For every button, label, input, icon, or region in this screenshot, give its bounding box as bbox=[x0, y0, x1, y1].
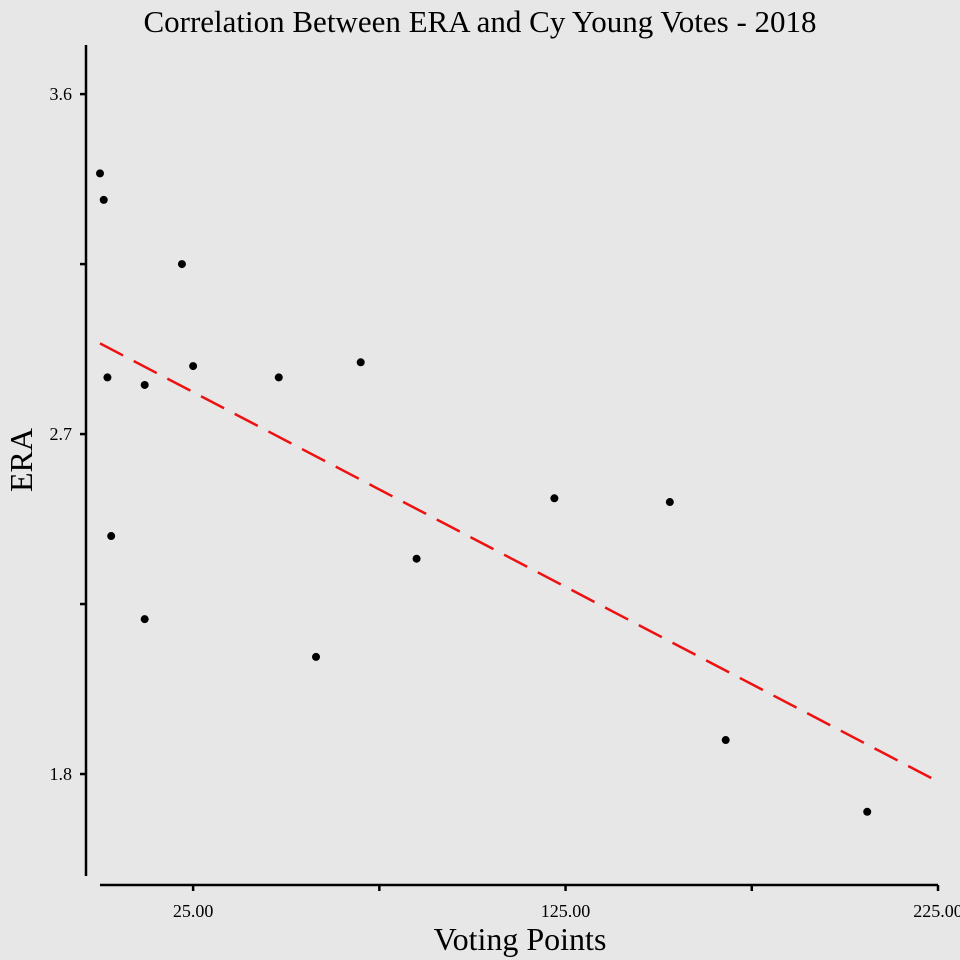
x-tick-label: 225.00 bbox=[913, 901, 960, 921]
trend-line bbox=[99, 342, 939, 783]
data-point bbox=[412, 554, 421, 563]
data-point bbox=[177, 260, 186, 269]
data-point bbox=[96, 169, 104, 178]
data-point bbox=[140, 380, 149, 389]
x-tick-label: 125.00 bbox=[541, 901, 591, 921]
data-point bbox=[99, 195, 108, 204]
data-point bbox=[665, 498, 674, 507]
data-point bbox=[140, 615, 149, 624]
data-point bbox=[550, 494, 559, 503]
data-point bbox=[863, 807, 872, 816]
y-tick-label: 3.6 bbox=[50, 84, 73, 104]
x-axis-label: Voting Points bbox=[434, 921, 607, 957]
chart-title: Correlation Between ERA and Cy Young Vot… bbox=[143, 4, 816, 39]
x-tick-label: 25.00 bbox=[173, 901, 214, 921]
data-points bbox=[96, 169, 872, 816]
data-point bbox=[189, 362, 198, 371]
y-tick-label: 1.8 bbox=[50, 764, 73, 784]
y-axis-label: ERA bbox=[3, 428, 39, 492]
data-point bbox=[721, 736, 730, 745]
data-point bbox=[356, 358, 365, 367]
data-point bbox=[312, 652, 321, 661]
data-point bbox=[103, 373, 112, 382]
data-point bbox=[274, 373, 283, 382]
data-point bbox=[107, 532, 116, 541]
axes: 25.00 125.00 225.00 1.8 2.7 3.6 bbox=[50, 45, 960, 921]
y-tick-label: 2.7 bbox=[50, 424, 73, 444]
